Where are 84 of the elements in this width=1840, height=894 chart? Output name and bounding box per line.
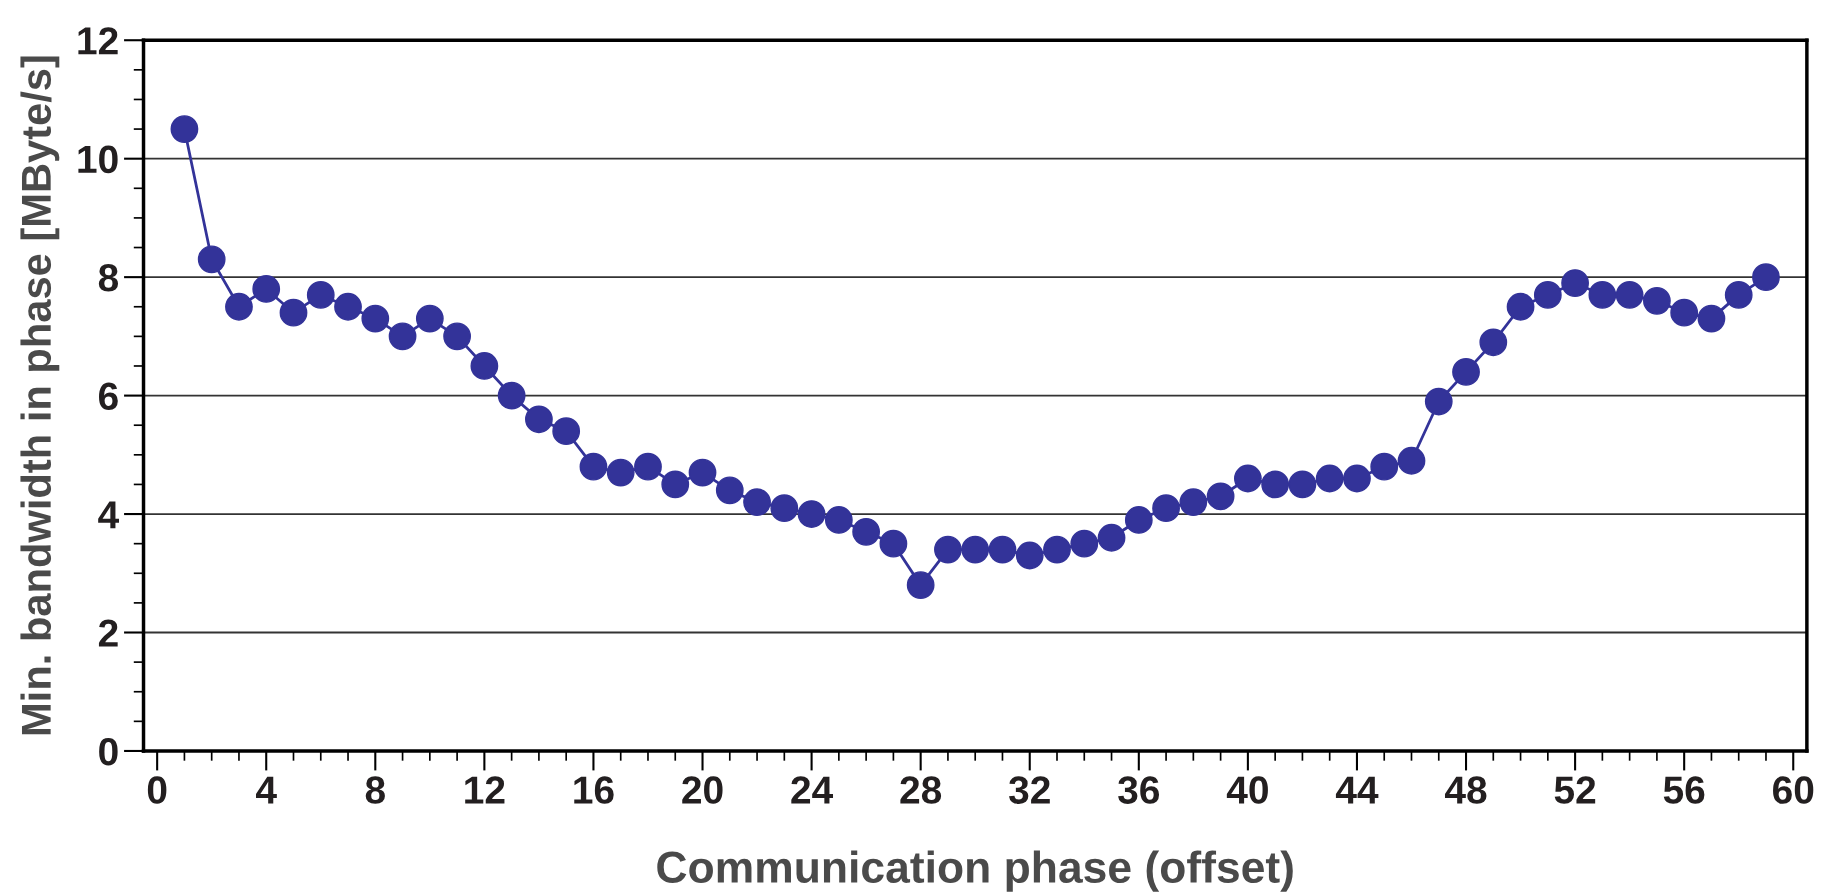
- point: [1015, 541, 1044, 570]
- point: [1479, 328, 1508, 357]
- x-tick-label: 24: [791, 776, 834, 804]
- point: [852, 517, 881, 546]
- x-tick-label: 56: [1663, 776, 1705, 804]
- x-tick-label: 0: [147, 776, 167, 804]
- point: [743, 488, 771, 517]
- point: [1397, 446, 1426, 475]
- point: [961, 535, 990, 564]
- x-tick-label: 12: [465, 776, 505, 804]
- point: [1670, 298, 1699, 327]
- point: [797, 500, 826, 528]
- point: [1124, 506, 1153, 534]
- y-tick-label: 12: [78, 27, 118, 55]
- point: [1070, 529, 1099, 558]
- point: [770, 494, 799, 523]
- point: [1370, 452, 1399, 481]
- y-tick-label: 0: [99, 737, 118, 766]
- point: [715, 476, 744, 505]
- point: [170, 115, 199, 143]
- x-tick-label: 28: [900, 776, 942, 804]
- point: [225, 292, 253, 321]
- x-tick-label: 48: [1444, 776, 1487, 804]
- point: [1643, 286, 1671, 315]
- y-tick-label: 2: [98, 619, 118, 647]
- point: [497, 381, 526, 410]
- point: [1043, 535, 1071, 564]
- point: [1179, 488, 1208, 517]
- point: [579, 452, 608, 481]
- point: [1424, 387, 1453, 416]
- point: [1615, 281, 1644, 309]
- point: [470, 352, 499, 380]
- point: [1533, 281, 1562, 309]
- x-tick-label: 44: [1335, 776, 1379, 804]
- point: [1152, 494, 1180, 523]
- x-tick-label: 16: [574, 776, 614, 804]
- point: [1261, 470, 1290, 499]
- point: [1452, 358, 1480, 386]
- point: [443, 322, 471, 351]
- x-tick-label: 40: [1226, 776, 1268, 804]
- point: [1233, 464, 1262, 493]
- point: [197, 245, 226, 274]
- point: [606, 458, 635, 487]
- point: [1315, 464, 1344, 493]
- point: [1206, 482, 1235, 511]
- point: [988, 535, 1017, 564]
- point: [688, 458, 717, 487]
- point: [1697, 304, 1726, 333]
- point: [1288, 470, 1317, 499]
- y-tick-label: 8: [98, 264, 119, 292]
- point: [1724, 281, 1753, 309]
- x-axis-title: Communication phase (offset): [657, 850, 1293, 892]
- point: [1561, 269, 1589, 297]
- x-tick-label: 32: [1009, 776, 1050, 804]
- x-tick-label: 20: [682, 776, 723, 804]
- point: [1343, 464, 1371, 493]
- point: [1097, 523, 1126, 552]
- x-tick-label: 8: [365, 776, 385, 804]
- point: [415, 304, 444, 333]
- point: [879, 529, 908, 558]
- x-tick-label: 52: [1554, 776, 1596, 804]
- point: [934, 535, 962, 564]
- point: [334, 292, 362, 321]
- point: [306, 281, 335, 309]
- y-tick-label: 10: [78, 145, 118, 174]
- point: [552, 417, 581, 446]
- point: [906, 571, 935, 600]
- y-tick-label: 6: [99, 382, 118, 411]
- point: [824, 506, 853, 534]
- y-tick-label: 4: [98, 501, 120, 529]
- point: [661, 470, 690, 499]
- y-axis-title: Min. bandwidth in phase [MByte/s]: [20, 56, 60, 735]
- point: [634, 452, 662, 481]
- point: [361, 304, 390, 333]
- point: [1752, 263, 1780, 292]
- point: [279, 298, 308, 327]
- x-tick-label: 60: [1773, 776, 1814, 804]
- point: [525, 405, 553, 434]
- point: [388, 322, 417, 351]
- point: [252, 275, 281, 303]
- x-tick-label: 36: [1118, 776, 1160, 804]
- point: [1506, 292, 1535, 321]
- x-tick-label: 4: [256, 776, 277, 804]
- point: [1588, 281, 1617, 309]
